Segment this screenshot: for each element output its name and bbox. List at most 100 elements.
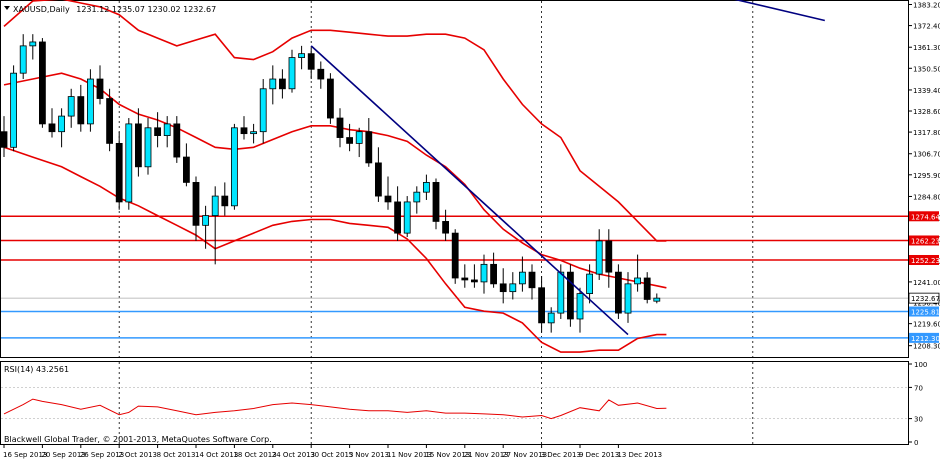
candle	[288, 49, 296, 93]
candle	[163, 116, 171, 148]
candle	[442, 209, 450, 241]
candle	[115, 131, 123, 210]
x-tick-label: 5 Nov 2013	[349, 451, 389, 459]
rsi-tick-label: 0	[914, 439, 918, 447]
current-price-tag-group: 1232.67	[908, 292, 940, 304]
bull-candle-body	[211, 195, 219, 216]
candle	[355, 127, 363, 158]
bull-candle-body	[87, 78, 94, 125]
bull-candle-body	[144, 127, 152, 168]
x-tick-label: 8 Oct 2013	[157, 451, 196, 459]
rsi-label: RSI(14) 43.2561	[4, 365, 69, 374]
level-tag-label: 1225.81	[911, 309, 940, 317]
level-tag-0	[909, 211, 939, 222]
x-tick-label: 16 Sep 2013	[3, 451, 47, 459]
candle	[365, 118, 373, 167]
candle	[29, 34, 37, 60]
x-tick-label: 24 Oct 2013	[272, 451, 315, 459]
bear-candle-body	[374, 162, 382, 197]
candle	[499, 268, 507, 304]
candle	[240, 116, 248, 140]
footer-copyright: Blackwell Global Trader, © 2001-2013, Me…	[4, 435, 272, 444]
bull-candle-body	[125, 123, 133, 203]
bear-candle-body	[384, 195, 392, 203]
level-tag-label: 1274.64	[911, 213, 940, 221]
bear-candle-body	[192, 182, 200, 226]
rsi-tick-label: 100	[914, 361, 927, 369]
bull-candle-body	[480, 263, 488, 283]
svg-text:XAUUSD,Daily 1231.12 1: XAUUSD,Daily 1231.12 1235.07 1230.02 123…	[13, 5, 216, 14]
level-price-tags: 1274.64 1262.23 1252.23 1225.81 1212.30	[909, 211, 940, 343]
candle	[67, 88, 75, 128]
candle	[374, 147, 382, 202]
bear-candle-body	[39, 41, 46, 125]
rsi-axis: 100 70 30 0	[908, 361, 927, 447]
candle	[576, 287, 584, 333]
chart-header[interactable]: XAUUSD,Daily 1231.12 1235.07 1230.02 123…	[4, 5, 216, 14]
bear-candle-body	[461, 277, 469, 281]
y-tick-label: 1317.80	[913, 129, 940, 137]
candle	[653, 293, 661, 304]
candle	[0, 116, 8, 158]
candle	[547, 307, 555, 333]
bull-candle-body	[557, 271, 565, 314]
bear-candle-body	[182, 156, 190, 183]
candle	[317, 61, 325, 89]
x-tick-label: 11 Nov 2013	[387, 451, 432, 459]
bull-candle-body	[355, 131, 363, 144]
level-tag-3	[909, 306, 939, 317]
y-tick-label: 1241.00	[913, 279, 940, 287]
candle	[106, 88, 113, 152]
candle	[567, 264, 574, 327]
candle	[336, 108, 344, 148]
symbol-timeframe: XAUUSD,Daily	[13, 5, 70, 14]
candle	[278, 69, 286, 99]
bear-candle-body	[221, 195, 229, 207]
candle	[394, 186, 402, 241]
trendlines	[310, 0, 825, 336]
triangle-down-icon[interactable]	[4, 6, 10, 10]
bull-candle-body	[259, 88, 267, 133]
candle	[134, 108, 142, 177]
bear-candle-body	[499, 283, 507, 293]
candle	[182, 143, 190, 187]
bull-candle-body	[58, 115, 65, 133]
bear-candle-body	[173, 123, 181, 158]
level-tag-1	[909, 235, 939, 246]
candle	[58, 108, 65, 148]
candle	[422, 174, 430, 200]
x-tick-label: 18 Oct 2013	[233, 451, 276, 459]
bull-candle-body	[422, 182, 430, 193]
candle	[154, 112, 162, 148]
bear-candle-body	[240, 127, 248, 135]
candle	[96, 65, 104, 105]
candle	[519, 256, 526, 292]
candle	[605, 229, 613, 288]
bull-candle-body	[298, 53, 306, 58]
x-tick-label: 30 Oct 2013	[310, 451, 353, 459]
rsi-line	[3, 398, 667, 420]
candle	[10, 65, 18, 152]
bear-candle-body	[134, 123, 142, 168]
band-lower	[3, 146, 667, 353]
y-tick-label: 1306.70	[913, 151, 940, 159]
bear-candle-body	[326, 78, 334, 119]
candle	[230, 123, 238, 210]
bull-candle-body	[10, 72, 18, 148]
bull-candle-body	[163, 123, 171, 136]
bull-candle-body	[19, 45, 27, 74]
rsi-levels	[1, 386, 908, 420]
level-tag-label: 1212.30	[911, 335, 940, 343]
bear-candle-body	[567, 271, 574, 320]
bear-candle-body	[394, 201, 402, 234]
bear-candle-body	[643, 277, 651, 300]
descending-trendline	[310, 45, 629, 336]
bear-candle-body	[615, 271, 622, 314]
bear-candle-body	[0, 131, 8, 148]
y-tick-label: 1295.90	[913, 172, 940, 180]
x-tick-label: 27 Nov 2013	[502, 451, 547, 459]
bear-candle-body	[451, 232, 459, 279]
candle	[643, 272, 651, 304]
candle	[586, 264, 593, 304]
